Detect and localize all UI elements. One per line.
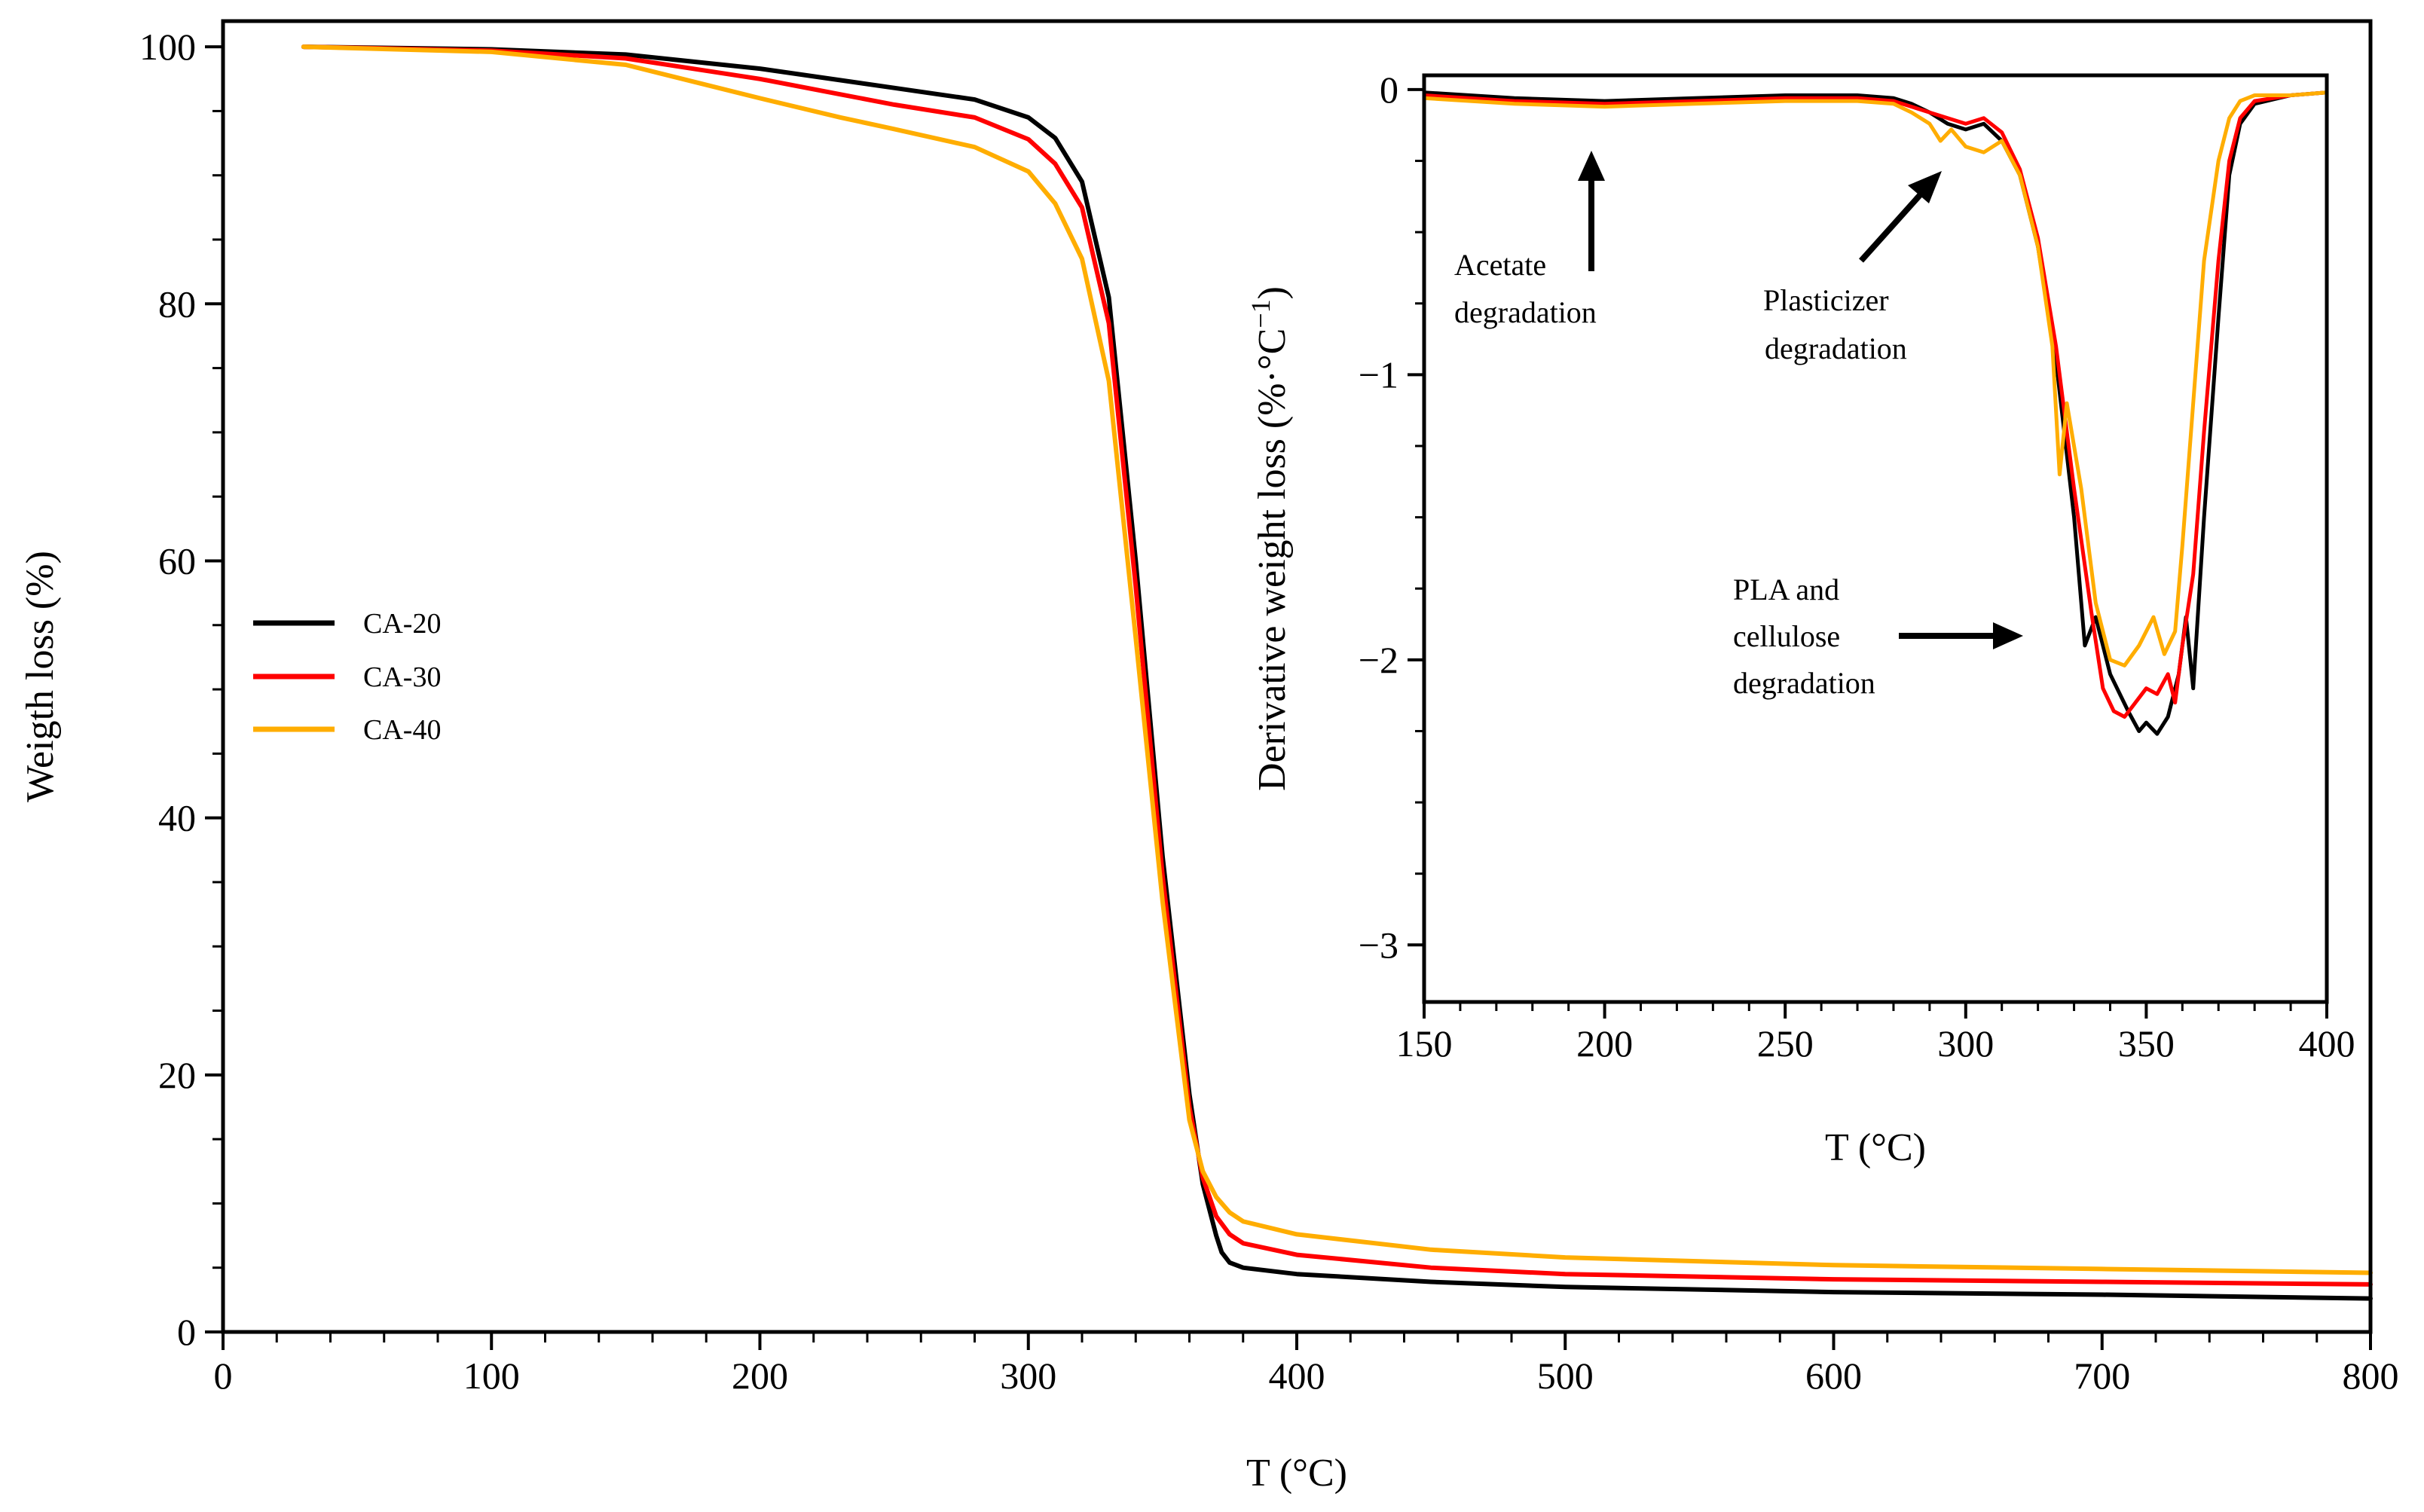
annotation-acetate-arrowhead	[1578, 151, 1605, 181]
annotation-plasticizer-line-1: Plasticizer	[1763, 283, 1889, 317]
inset-x-axis-label: T (°C)	[1825, 1126, 1926, 1169]
inset-y-ticks: 0 −1 −2 −3	[1359, 69, 1424, 966]
legend: CA-20 CA-30 CA-40	[253, 608, 441, 746]
inset-annotations: Acetate degradation Plasticizer degradat…	[1454, 151, 2023, 700]
main-series-ca-30	[301, 44, 2373, 1287]
main-x-tick-label: 700	[2074, 1355, 2130, 1397]
annotation-plasticizer-arrowhead	[1908, 171, 1942, 203]
main-y-tick-label: 20	[158, 1054, 196, 1096]
legend-label-ca-30: CA-30	[363, 661, 441, 693]
inset-x-ticks: 150 200 250 300 350 400	[1396, 1002, 2355, 1065]
annotation-plasticizer-arrow	[1859, 193, 1922, 263]
inset-x-tick-label: 150	[1396, 1022, 1453, 1065]
main-x-tick-label: 400	[1269, 1355, 1325, 1397]
legend-label-ca-20: CA-20	[363, 608, 441, 640]
inset-y-tick-label: −2	[1359, 639, 1398, 681]
inset-chart: 150 200 250 300 350 400 0 −1 −2 −3 T (°C) Deriva…	[1246, 69, 2355, 1169]
annotation-plasticizer-line-2: degradation	[1765, 331, 1907, 365]
inset-y-axis-label-close: )	[1251, 286, 1294, 299]
main-y-tick-label: 80	[158, 283, 196, 325]
inset-y-axis-label: Derivative weight loss (%·°C−1)	[1246, 286, 1294, 791]
inset-y-tick-label: 0	[1380, 69, 1398, 111]
main-x-tick-label: 100	[463, 1355, 520, 1397]
inset-y-axis-label-superscript: −1	[1246, 299, 1276, 328]
annotation-acetate-line-2: degradation	[1454, 295, 1597, 329]
inset-x-tick-label: 200	[1576, 1022, 1633, 1065]
main-y-tick-label: 40	[158, 797, 196, 839]
inset-y-axis-label-main: Derivative weight loss (%·°C	[1251, 328, 1294, 791]
inset-plot-background	[1424, 75, 2327, 1002]
main-series-group	[301, 44, 2373, 1301]
inset-x-tick-label: 400	[2299, 1022, 2355, 1065]
inset-series-ca-20	[1422, 90, 2329, 736]
legend-label-ca-40: CA-40	[363, 714, 441, 746]
inset-x-tick-label: 300	[1937, 1022, 1994, 1065]
inset-y-tick-label: −1	[1359, 353, 1398, 396]
main-chart: 0 100 200 300 400 500 600 700 800 0 20 40 60 80 100 T…	[19, 19, 2399, 1495]
main-x-tick-label: 800	[2343, 1355, 2399, 1397]
main-series-ca-40	[301, 44, 2373, 1275]
main-y-tick-label: 100	[139, 26, 196, 68]
main-x-tick-label: 600	[1805, 1355, 1862, 1397]
inset-y-tick-label: −3	[1359, 924, 1398, 966]
inset-x-tick-label: 250	[1757, 1022, 1814, 1065]
main-x-tick-label: 0	[214, 1355, 233, 1397]
annotation-pla-line-2: cellulose	[1733, 619, 1840, 653]
annotation-pla-line-3: degradation	[1733, 666, 1875, 700]
annotation-pla-arrowhead	[1993, 622, 2023, 649]
main-y-tick-label: 0	[177, 1311, 196, 1353]
main-y-tick-label: 60	[158, 539, 196, 582]
inset-series-ca-40	[1422, 90, 2329, 667]
main-x-tick-label: 200	[732, 1355, 788, 1397]
inset-series-group	[1422, 90, 2329, 736]
main-x-ticks: 0 100 200 300 400 500 600 700 800	[214, 1332, 2399, 1397]
annotation-pla-line-1: PLA and	[1733, 573, 1839, 606]
main-x-tick-label: 300	[1000, 1355, 1056, 1397]
main-y-ticks: 0 20 40 60 80 100	[139, 26, 223, 1353]
inset-plot-frame	[1422, 73, 2329, 1004]
main-x-axis-label: T (°C)	[1246, 1452, 1347, 1495]
annotation-acetate-line-1: Acetate	[1454, 248, 1546, 282]
inset-x-tick-label: 350	[2118, 1022, 2175, 1065]
main-x-tick-label: 500	[1537, 1355, 1594, 1397]
inset-series-ca-30	[1422, 90, 2329, 719]
main-y-axis-label: Weigth loss (%)	[19, 551, 62, 802]
